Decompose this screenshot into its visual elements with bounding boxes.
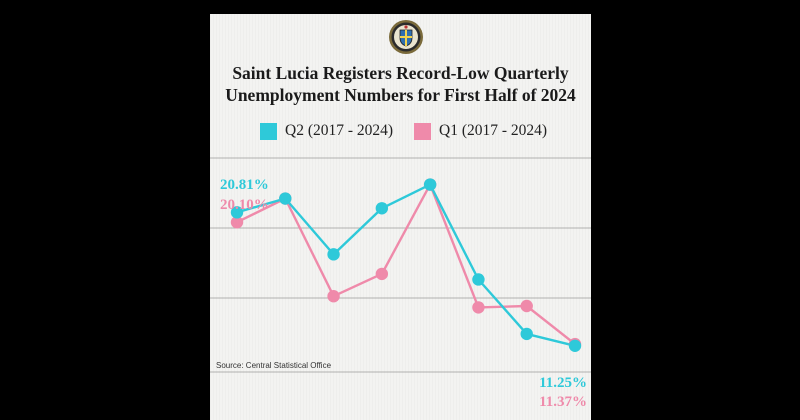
legend-swatch-q1 [414,122,431,140]
coat-of-arms-seal-icon [389,20,423,54]
chart-title-line-2: Unemployment Numbers for First Half of 2… [225,85,576,105]
data-point-q1-2020 [375,267,389,281]
data-point-q2-2021 [423,178,437,191]
legend-swatch-q2 [260,122,277,140]
infographic-card [210,14,591,420]
data-point-q2-2023 [520,327,533,341]
data-point-q1-2023 [520,299,533,313]
legend-label-q1: Q1 (2017 - 2024) [439,122,548,139]
legend-item-q1: Q1 (2017 - 2024) [414,122,547,140]
legend-label-q2: Q2 (2017 - 2024) [285,122,394,139]
first-value-label-q1: 20.10% [220,197,269,213]
series-line-q2 [236,183,576,347]
data-point-q1-2022 [472,301,485,314]
data-point-q2-2022 [472,273,485,286]
data-point-q2-2020 [375,202,389,215]
source-note: Source: Central Statistical Office [216,361,332,370]
last-value-label-q1: 11.37% [539,394,587,410]
gridlines [210,157,591,373]
data-point-q2-2019 [327,248,340,261]
last-value-label-q2: 11.25% [539,375,587,391]
data-labels: 20.81% 20.10% 11.25% 11.37% [220,177,587,410]
first-value-label-q2: 20.81% [220,177,269,193]
series-line-q1 [236,183,576,346]
chart-title-line-1: Saint Lucia Registers Record-Low Quarter… [232,63,569,83]
series-lines [236,183,576,347]
data-point-q2-2024 [568,339,582,352]
legend: Q2 (2017 - 2024) Q1 (2017 - 2024) [210,122,591,146]
legend-item-q2: Q2 (2017 - 2024) [260,122,393,140]
data-points [230,178,582,352]
chart-title: Saint Lucia Registers Record-Low Quarter… [210,62,591,106]
data-point-q2-2018 [279,192,292,205]
data-point-q1-2019 [327,290,340,303]
data-point-q2-2017 [230,206,244,219]
data-point-q1-2017 [230,216,244,229]
line-chart: 20.81% 20.10% 11.25% 11.37% [210,157,591,410]
